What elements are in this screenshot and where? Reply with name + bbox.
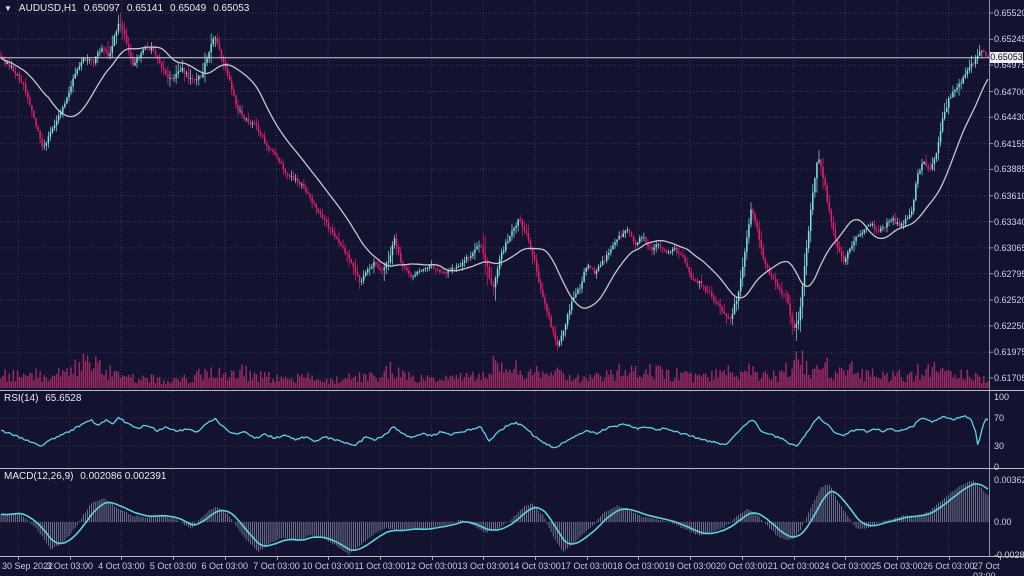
- time-axis-tick: [379, 557, 381, 560]
- time-axis-label: 26 Oct 03:00: [922, 561, 975, 571]
- time-axis-tick: [1000, 557, 1002, 560]
- price-axis-label: 0.64975: [994, 60, 1024, 71]
- rsi-pane[interactable]: [0, 391, 1024, 468]
- time-axis-label: 25 Oct 03:00: [871, 561, 923, 571]
- pane-separator-main-rsi[interactable]: [0, 390, 1024, 391]
- time-axis-tick: [328, 557, 330, 560]
- price-axis-label: 0.61705: [994, 373, 1024, 383]
- price-axis-label: 0.65245: [994, 34, 1024, 45]
- time-axis-tick: [69, 557, 71, 560]
- time-axis-tick: [121, 557, 123, 560]
- price-axis-label: 0.65520: [994, 8, 1024, 18]
- time-axis-label: 17 Oct 03:00: [560, 561, 613, 571]
- rsi-axis-label: 0: [994, 462, 1000, 472]
- macd-axis-label: 0.003626: [994, 475, 1024, 485]
- time-axis-tick: [224, 557, 226, 560]
- price-axis-label: 0.64700: [994, 86, 1024, 97]
- symbol-label: AUDUSD,H1: [18, 3, 77, 14]
- rsi-info: RSI(14) 65.6528: [4, 393, 81, 404]
- price-axis-label: 0.64430: [994, 112, 1024, 123]
- time-axis-label: 19 Oct 03:00: [664, 561, 716, 571]
- time-axis-tick: [586, 557, 588, 560]
- pane-separator-rsi-macd[interactable]: [0, 468, 1024, 469]
- macd-pane[interactable]: [0, 469, 1024, 556]
- price-axis-label: 0.63065: [994, 242, 1024, 253]
- time-axis-label: 30 Sep 2022: [2, 561, 54, 571]
- time-axis-label: 20 Oct 03:00: [716, 561, 768, 571]
- symbol-dropdown-icon[interactable]: ▼: [4, 4, 12, 13]
- time-axis[interactable]: 30 Sep 2022 3 Oct 03:00 4 Oct 03:00 5 Oct 0…: [0, 557, 1024, 576]
- time-axis-label: 7 Oct 03:00: [253, 561, 300, 571]
- macd-label: MACD(12,26,9): [4, 471, 74, 482]
- macd-info: MACD(12,26,9) 0.002086 0.002391: [4, 471, 166, 482]
- macd-signal-value: 0.002391: [124, 471, 167, 482]
- time-axis-label: 18 Oct 03:00: [612, 561, 665, 571]
- time-axis-tick: [431, 557, 433, 560]
- ohlc-close: 0.65053: [213, 3, 250, 14]
- rsi-label: RSI(14): [4, 393, 39, 404]
- time-axis-label: 14 Oct 03:00: [509, 561, 561, 571]
- time-axis-tick: [793, 557, 795, 560]
- macd-axis-label: 0.00: [994, 517, 1012, 527]
- price-axis-label: 0.62520: [994, 295, 1024, 305]
- macd-main-value: 0.002086: [80, 471, 122, 482]
- time-axis-tick: [948, 557, 950, 560]
- time-axis-label: 11 Oct 03:00: [354, 561, 406, 571]
- price-axis-label: 0.63610: [994, 190, 1024, 201]
- price-axis-label: 0.62795: [994, 268, 1024, 279]
- current-price-label: 0.65053: [990, 52, 1023, 64]
- price-axis-label: 0.62250: [994, 320, 1024, 331]
- price-axis-label: 0.63885: [994, 164, 1024, 175]
- time-axis-tick: [741, 557, 743, 560]
- pane-separator-macd-time[interactable]: [0, 556, 1024, 557]
- time-axis-label: 10 Oct 03:00: [302, 561, 354, 571]
- time-axis-tick: [276, 557, 278, 560]
- rsi-value: 65.6528: [45, 393, 82, 404]
- time-axis-label: 4 Oct 03:00: [98, 561, 145, 571]
- ohlc-low: 0.65049: [170, 3, 207, 14]
- price-axis-label: 0.63340: [994, 216, 1024, 227]
- time-axis-label: 5 Oct 03:00: [149, 561, 197, 571]
- price-axis-label: 0.64155: [994, 138, 1024, 149]
- time-axis-label: 24 Oct 03:00: [819, 561, 871, 571]
- time-axis-tick: [845, 557, 847, 560]
- time-axis-label: 21 Oct 03:00: [767, 561, 820, 571]
- time-axis-label: 12 Oct 03:00: [405, 561, 458, 571]
- ohlc-open: 0.65097: [83, 3, 120, 14]
- time-axis-label: 3 Oct 03:00: [46, 561, 93, 571]
- time-axis-label: 13 Oct 03:00: [457, 561, 510, 571]
- price-axis-line: [989, 0, 990, 557]
- time-axis-label: 6 Oct 03:00: [201, 561, 249, 571]
- rsi-axis-label: 70: [994, 413, 1005, 423]
- price-axis-label: 0.61975: [994, 347, 1024, 358]
- time-axis-tick: [173, 557, 175, 560]
- time-axis-tick: [535, 557, 536, 560]
- macd-axis-label: -0.002836: [994, 549, 1024, 560]
- symbol-info: ▼ AUDUSD,H1 0.65097 0.65141 0.65049 0.65…: [4, 3, 256, 14]
- ohlc-high: 0.65141: [126, 3, 164, 14]
- time-axis-tick: [483, 557, 485, 560]
- time-axis-label: 27 Oct 03:00: [973, 561, 1000, 576]
- time-axis-tick: [896, 557, 898, 560]
- rsi-axis-label: 100: [994, 392, 1010, 402]
- main-chart-pane[interactable]: [0, 0, 1024, 390]
- time-axis-tick: [690, 557, 692, 560]
- time-axis-tick: [18, 557, 19, 560]
- rsi-axis-label: 30: [994, 441, 1005, 451]
- time-axis-tick: [638, 557, 640, 560]
